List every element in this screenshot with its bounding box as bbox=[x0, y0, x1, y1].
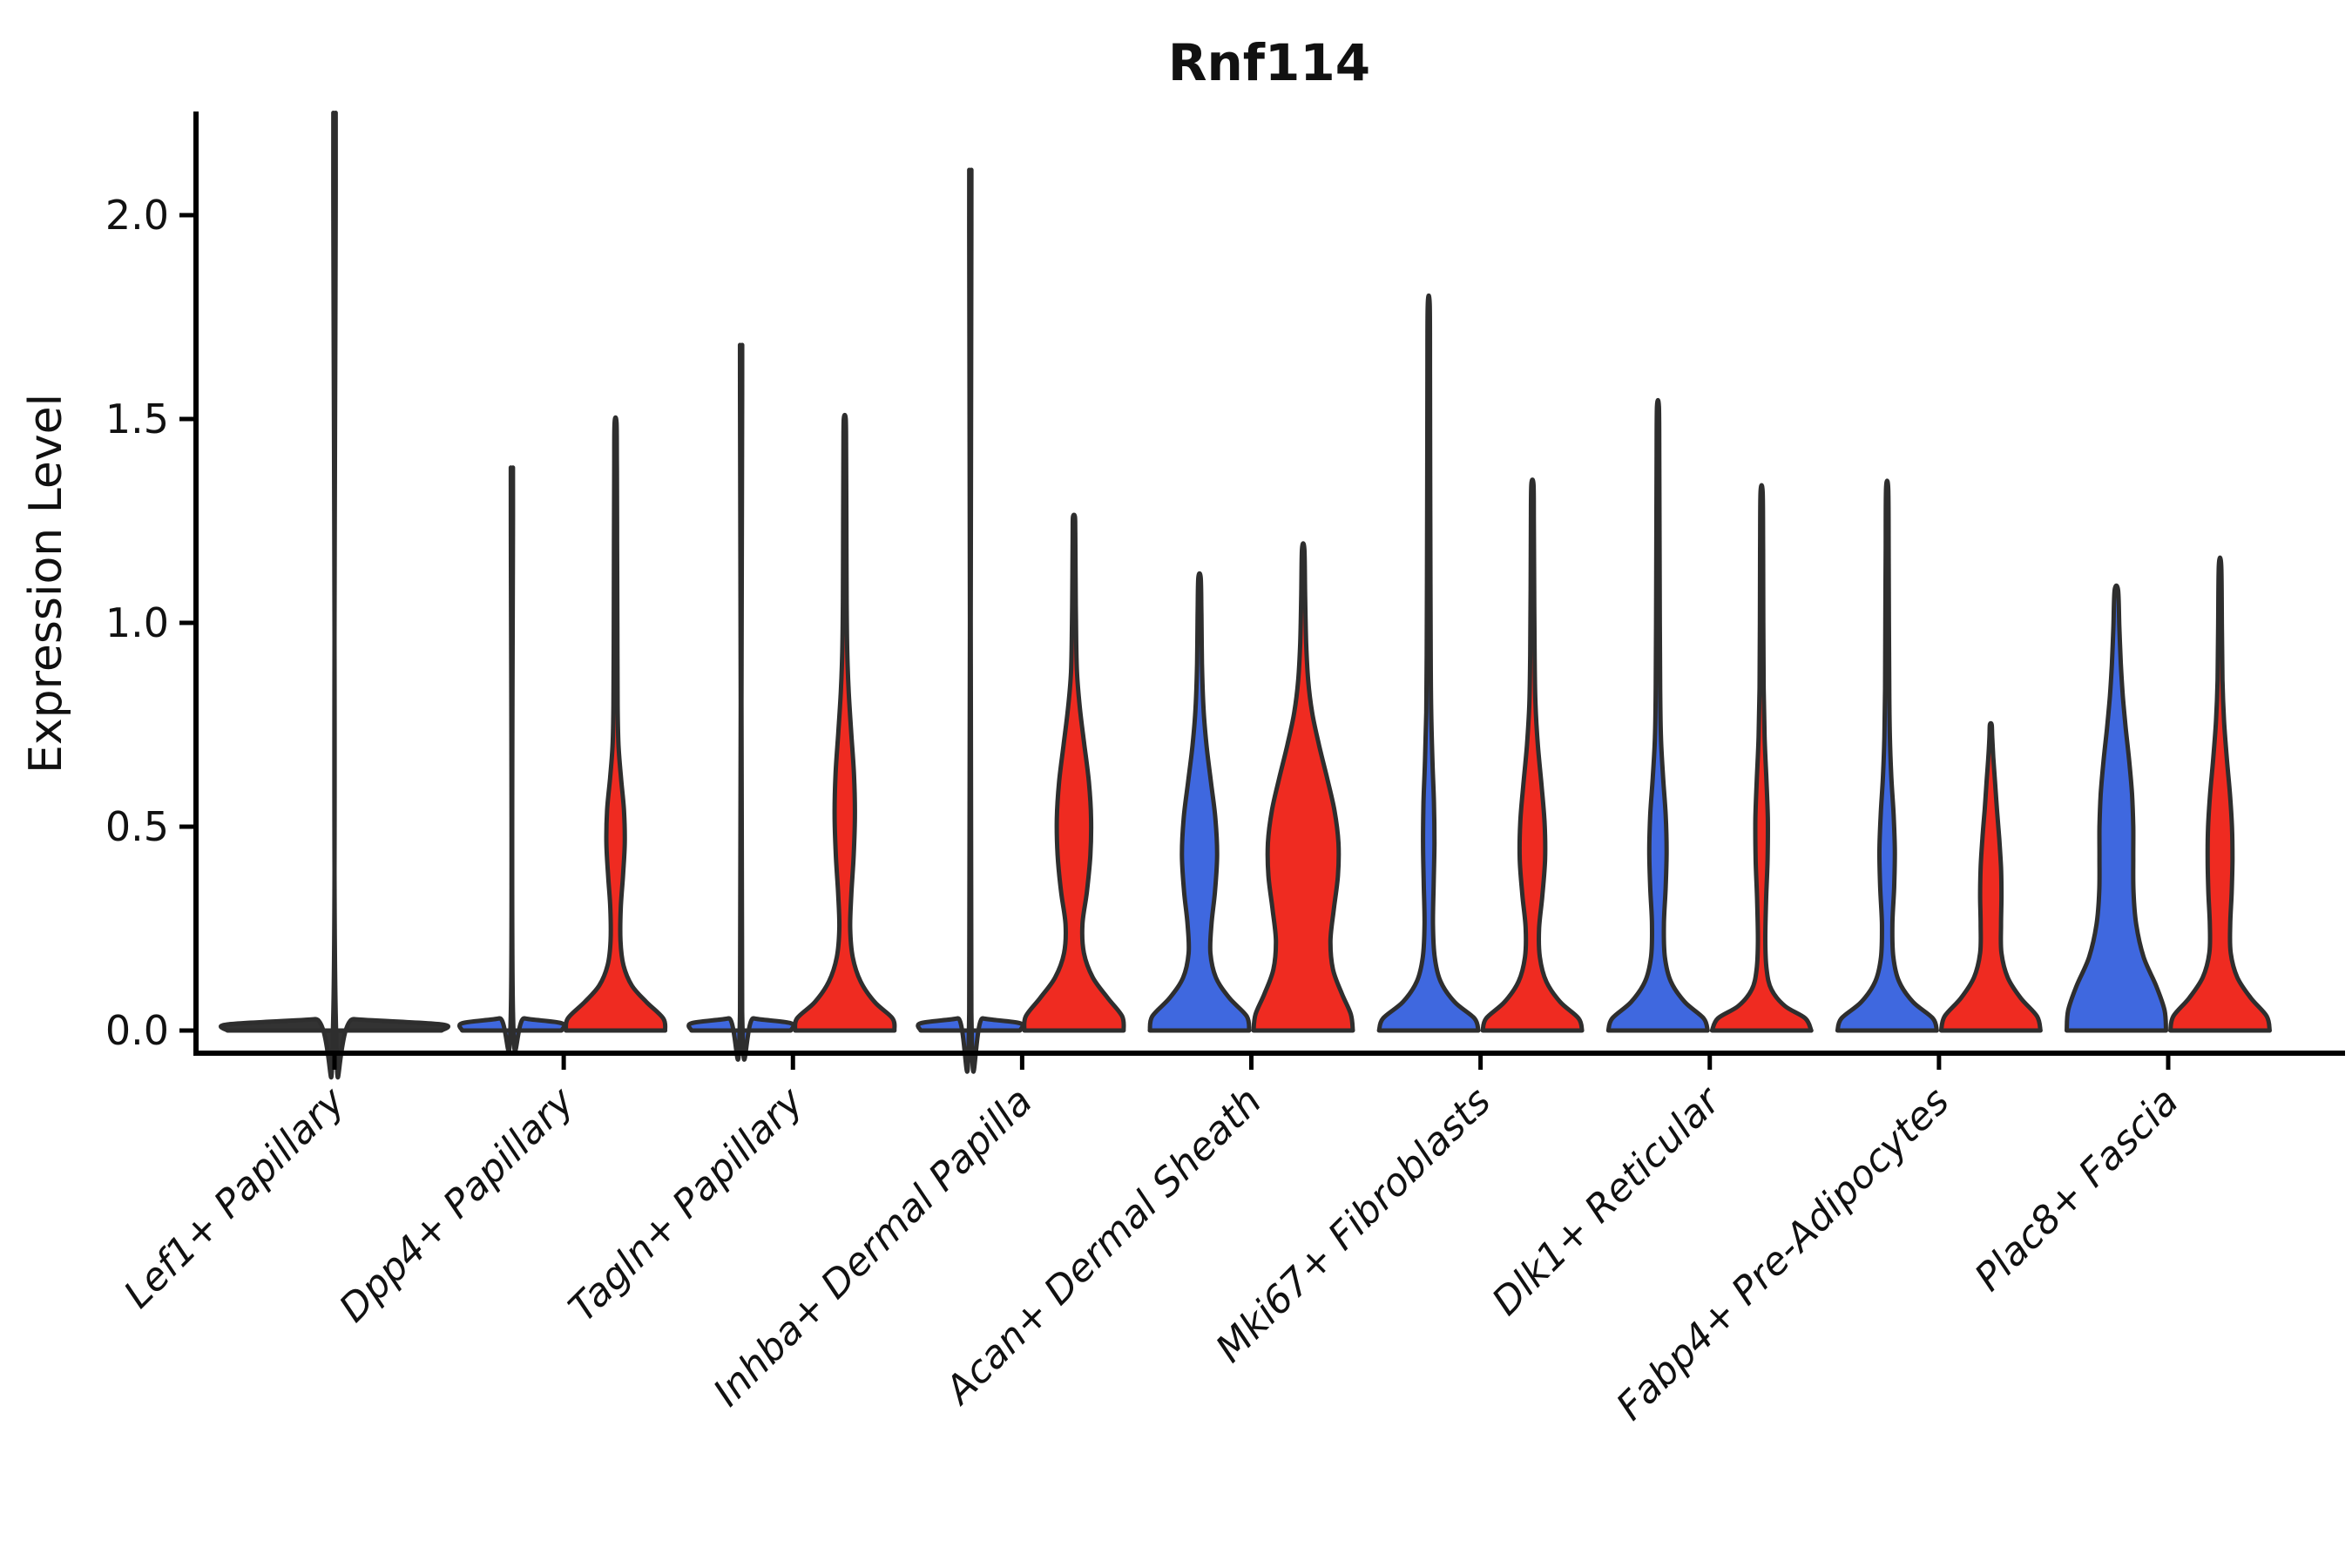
violin-single-0 bbox=[219, 111, 450, 1080]
y-tick-label: 0.0 bbox=[105, 1007, 169, 1054]
y-axis-label: Expression Level bbox=[20, 394, 72, 774]
violin-blue-8 bbox=[2065, 583, 2168, 1033]
violin-red-6 bbox=[1709, 483, 1814, 1033]
chart-title: Rnf114 bbox=[1168, 33, 1370, 92]
violin-blue-1 bbox=[456, 465, 567, 1054]
x-tick-label: Dpp4+ Papillary bbox=[331, 1078, 584, 1331]
violin-blue-5 bbox=[1376, 293, 1481, 1033]
violin-layer bbox=[219, 111, 2272, 1080]
violin-red-3 bbox=[1022, 512, 1126, 1033]
x-tick-label: Lef1+ Papillary bbox=[116, 1078, 355, 1317]
violin-blue-4 bbox=[1147, 571, 1252, 1033]
x-tick-label: Plac8+ Fascia bbox=[1966, 1079, 2186, 1300]
x-tick-label: Tagln+ Papillary bbox=[560, 1078, 812, 1330]
violin-red-5 bbox=[1480, 477, 1585, 1033]
violin-blue-7 bbox=[1835, 478, 1939, 1033]
violin-red-8 bbox=[2168, 555, 2272, 1033]
violin-blue-6 bbox=[1605, 397, 1710, 1033]
violin-red-4 bbox=[1251, 541, 1355, 1033]
y-tick-label: 0.5 bbox=[105, 803, 169, 850]
violin-blue-3 bbox=[916, 167, 1025, 1074]
y-tick-label: 1.5 bbox=[105, 395, 169, 443]
violin-red-7 bbox=[1938, 720, 2043, 1033]
y-tick-label: 2.0 bbox=[105, 192, 169, 239]
violin-blue-2 bbox=[686, 342, 796, 1062]
violin-red-1 bbox=[564, 415, 668, 1033]
y-tick-label: 1.0 bbox=[105, 599, 169, 646]
violin-red-2 bbox=[793, 412, 897, 1033]
x-tick-label: Dlk1+ Reticular bbox=[1484, 1078, 1730, 1324]
